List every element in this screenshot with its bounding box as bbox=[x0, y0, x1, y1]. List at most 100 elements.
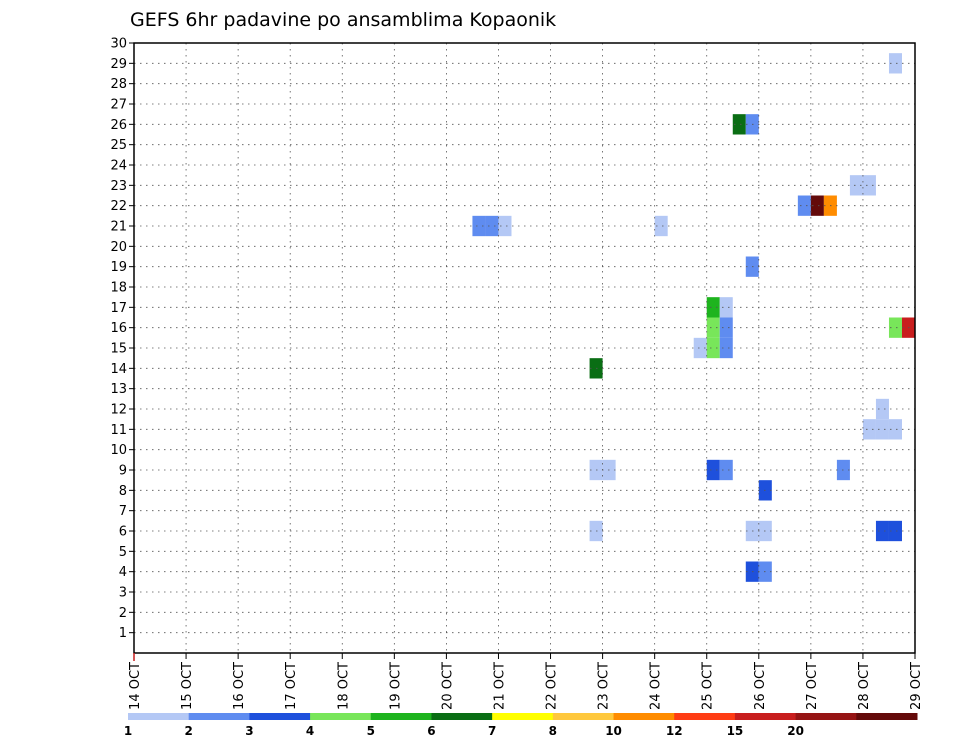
heatmap-cell bbox=[888, 317, 902, 338]
legend-label: 10 bbox=[605, 724, 622, 738]
heatmap-cell bbox=[888, 53, 902, 74]
legend-label: 8 bbox=[549, 724, 557, 738]
x-tick-label: 15 OCT bbox=[180, 662, 195, 710]
y-tick-label: 27 bbox=[110, 98, 127, 113]
y-tick-label: 11 bbox=[110, 423, 127, 438]
y-tick-label: 4 bbox=[119, 565, 127, 580]
color-legend: 1 2 3 4 5 6 7 8 10 12 15 20 bbox=[124, 713, 918, 738]
heatmap-cell bbox=[862, 419, 876, 440]
legend-swatch bbox=[552, 713, 615, 720]
heatmap-cell bbox=[862, 175, 876, 196]
y-tick-label: 2 bbox=[119, 606, 127, 621]
heatmap-cell bbox=[875, 419, 889, 440]
heatmap-cell bbox=[498, 215, 512, 237]
heatmap-cell bbox=[719, 337, 733, 359]
heatmap-cell bbox=[875, 398, 889, 420]
y-tick-label: 22 bbox=[110, 199, 127, 214]
legend-swatch bbox=[310, 713, 372, 720]
heatmap-cell bbox=[706, 459, 720, 481]
y-tick-label: 17 bbox=[110, 301, 127, 316]
y-tick-label: 6 bbox=[119, 525, 127, 540]
heatmap-cell bbox=[485, 215, 499, 237]
y-tick-label: 21 bbox=[110, 220, 127, 235]
heatmap-cell bbox=[706, 337, 720, 359]
heatmap-cell bbox=[693, 337, 707, 359]
y-tick-label: 20 bbox=[110, 240, 127, 255]
y-tick-label: 19 bbox=[110, 260, 127, 275]
cells-layer bbox=[472, 53, 915, 582]
heatmap-cell bbox=[706, 317, 720, 338]
x-tick-label: 29 OCT bbox=[909, 662, 924, 710]
legend-swatch bbox=[188, 713, 250, 720]
x-tick-label: 23 OCT bbox=[597, 662, 612, 710]
y-tick-label: 10 bbox=[110, 443, 127, 458]
heatmap-cell bbox=[797, 195, 811, 216]
heatmap-cell bbox=[719, 297, 733, 318]
heatmap-cell bbox=[875, 520, 889, 542]
legend-swatch bbox=[431, 713, 493, 720]
y-tick-label: 1 bbox=[119, 626, 127, 641]
x-axis: 14 OCT 15 OCT 16 OCT 17 OCT 18 OCT 19 OCT 20 O… bbox=[128, 653, 924, 710]
legend-label: 3 bbox=[245, 724, 253, 738]
x-tick-label: 20 OCT bbox=[440, 662, 455, 710]
y-tick-label: 25 bbox=[110, 138, 127, 153]
x-tick-label: 14 OCT bbox=[128, 662, 143, 710]
heatmap-cell bbox=[654, 215, 668, 237]
y-tick-label: 12 bbox=[110, 403, 127, 418]
heatmap-cell bbox=[706, 297, 720, 318]
x-tick-label: 26 OCT bbox=[753, 662, 768, 710]
y-tick-label: 30 bbox=[110, 37, 127, 52]
y-tick-label: 13 bbox=[110, 382, 127, 397]
x-tick-label: 25 OCT bbox=[701, 662, 716, 710]
heatmap-cell bbox=[719, 459, 733, 481]
y-tick-label: 15 bbox=[110, 342, 127, 357]
y-tick-label: 14 bbox=[110, 362, 127, 377]
y-tick-label: 7 bbox=[119, 504, 127, 519]
legend-label: 6 bbox=[427, 724, 435, 738]
heatmap-cell bbox=[888, 520, 902, 542]
legend-swatch bbox=[613, 713, 675, 720]
x-tick-label: 21 OCT bbox=[493, 662, 508, 710]
y-tick-label: 8 bbox=[119, 484, 127, 499]
x-tick-label: 19 OCT bbox=[388, 662, 403, 710]
x-tick-label: 28 OCT bbox=[857, 662, 872, 710]
y-axis: 1234567891011121314151617181920212223242… bbox=[110, 37, 134, 641]
heatmap-cell bbox=[472, 215, 486, 237]
y-tick-label: 16 bbox=[110, 321, 127, 336]
y-tick-label: 29 bbox=[110, 57, 127, 72]
y-tick-label: 5 bbox=[119, 545, 127, 560]
x-tick-label: 16 OCT bbox=[232, 662, 247, 710]
heatmap-cell bbox=[732, 114, 746, 135]
x-tick-label: 17 OCT bbox=[284, 662, 299, 710]
x-tick-label: 18 OCT bbox=[336, 662, 351, 710]
legend-label: 1 bbox=[124, 724, 132, 738]
y-tick-label: 3 bbox=[119, 586, 127, 601]
x-tick-label: 22 OCT bbox=[545, 662, 560, 710]
y-tick-label: 9 bbox=[119, 464, 127, 479]
heatmap-cell bbox=[810, 195, 824, 216]
grid-layer bbox=[134, 42, 915, 653]
legend-swatch bbox=[795, 713, 857, 720]
x-tick-label: 24 OCT bbox=[649, 662, 664, 710]
legend-label: 2 bbox=[185, 724, 193, 738]
heatmap-cell bbox=[849, 175, 863, 196]
y-tick-label: 23 bbox=[110, 179, 127, 194]
legend-label: 15 bbox=[727, 724, 744, 738]
y-tick-label: 28 bbox=[110, 77, 127, 92]
legend-swatch bbox=[492, 713, 554, 720]
heatmap-cell bbox=[888, 419, 902, 440]
legend-label: 5 bbox=[367, 724, 375, 738]
x-tick-label: 27 OCT bbox=[805, 662, 820, 710]
legend-label: 12 bbox=[666, 724, 683, 738]
y-tick-label: 18 bbox=[110, 281, 127, 296]
legend-label: 20 bbox=[787, 724, 804, 738]
chart-title: GEFS 6hr padavine po ansamblima Kopaonik bbox=[130, 9, 556, 31]
legend-swatch bbox=[856, 713, 918, 720]
legend-swatch bbox=[128, 713, 190, 720]
legend-label: 4 bbox=[306, 724, 314, 738]
legend-swatch bbox=[674, 713, 736, 720]
legend-swatch bbox=[249, 713, 311, 720]
legend-swatch bbox=[734, 713, 797, 720]
legend-swatch bbox=[370, 713, 432, 720]
